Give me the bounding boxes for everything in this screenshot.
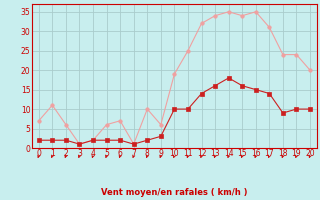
Text: Vent moyen/en rafales ( km/h ): Vent moyen/en rafales ( km/h ) — [101, 188, 248, 197]
